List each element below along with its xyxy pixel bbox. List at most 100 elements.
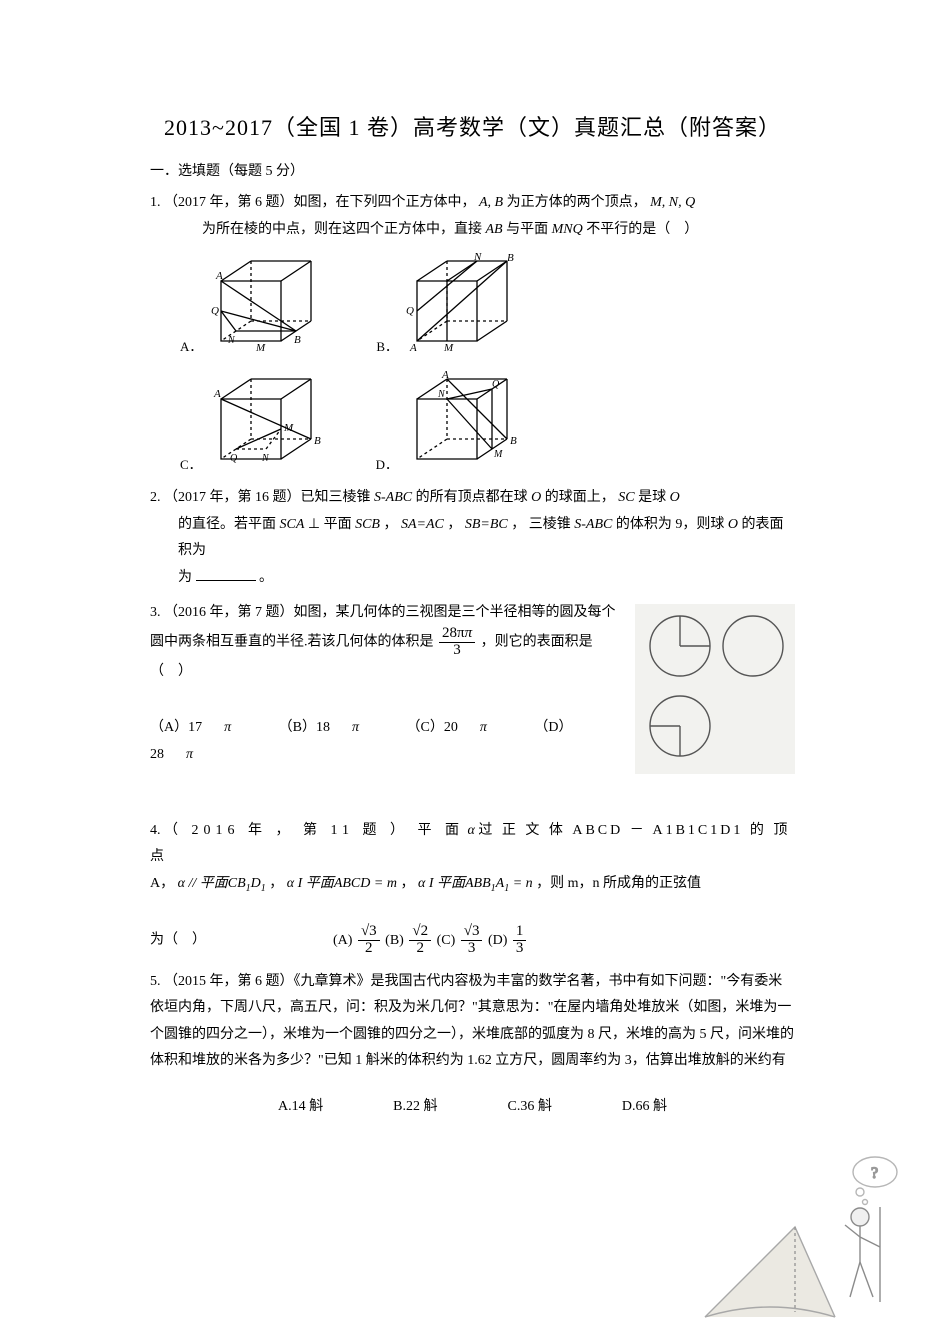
- text: 的所有顶点都在球: [416, 490, 528, 505]
- svg-text:B: B: [294, 334, 301, 346]
- section-heading: 一．选填题（每题 5 分）: [150, 160, 795, 180]
- problem-number: 3.: [150, 605, 161, 620]
- options-row-5: A.14 斛 B.22 斛 C.36 斛 D.66 斛: [150, 1095, 795, 1115]
- cube-a-figure: A B Q N M: [206, 251, 336, 361]
- comma: ，: [400, 876, 414, 891]
- option-label: C．: [180, 454, 202, 479]
- problem-1: 1. （2017 年，第 6 题）如图，在下列四个正方体中， A, B 为正方体…: [150, 190, 795, 243]
- text: ，: [511, 517, 525, 532]
- text: 为: [178, 570, 192, 585]
- text: 的球面上，: [545, 490, 615, 505]
- page-title: 2013~2017（全国 1 卷）高考数学（文）真题汇总（附答案）: [150, 110, 795, 142]
- option-b: (B) √22: [385, 933, 436, 948]
- option-d: D.66 斛: [622, 1095, 667, 1115]
- text: ，: [447, 517, 461, 532]
- perp: ⊥: [308, 517, 320, 532]
- comma: ，: [269, 876, 283, 891]
- text: 是球: [638, 490, 666, 505]
- var-ab: A, B: [479, 195, 503, 210]
- option-a: (A) √32: [333, 933, 385, 948]
- comma: ，: [160, 876, 174, 891]
- var: SCB: [355, 517, 380, 532]
- problem-number: 5.: [150, 974, 161, 989]
- svg-text:M: M: [283, 422, 294, 434]
- var: SC: [618, 490, 634, 505]
- svg-text:A: A: [215, 270, 223, 282]
- svg-text:B: B: [510, 435, 517, 447]
- volume-fraction: 28ππ 3: [439, 626, 475, 659]
- svg-text:A: A: [409, 342, 417, 354]
- alpha: α: [467, 823, 474, 838]
- option-a: （A）17π: [150, 720, 253, 735]
- option-label: B．: [376, 336, 398, 361]
- var: SA=AC: [401, 517, 444, 532]
- svg-text:M: M: [493, 449, 503, 460]
- option-label: D．: [376, 454, 398, 479]
- text: 平面: [324, 517, 352, 532]
- svg-text:N: N: [261, 453, 270, 464]
- eq2: α Ι 平面ABCD = m: [287, 876, 397, 891]
- text: （2017 年，第 16 题）已知三棱锥: [164, 490, 371, 505]
- cube-option-c: C． A B M Q N: [180, 369, 336, 479]
- text: （ 2016 年 ， 第 11 题 ） 平 面: [164, 823, 464, 838]
- text: 与平面: [506, 222, 548, 237]
- option-c: （C）20π: [407, 720, 509, 735]
- text: 。: [259, 570, 273, 585]
- text: （2017 年，第 6 题）如图，在下列四个正方体中，: [164, 195, 476, 210]
- text: 为（ ）: [150, 933, 206, 948]
- var-mnq: M, N, Q: [650, 195, 695, 210]
- svg-text:B: B: [507, 252, 514, 264]
- var-mnq2: MNQ: [552, 222, 583, 237]
- var: SB=BC: [465, 517, 508, 532]
- var: O: [531, 490, 541, 505]
- cube-options-row-2: C． A B M Q N D．: [180, 369, 795, 479]
- problem-2: 2. （2017 年，第 16 题）已知三棱锥 S-ABC 的所有顶点都在球 O…: [150, 485, 795, 591]
- cube-option-d: D． A B N Q M: [376, 369, 532, 479]
- text: 三棱锥: [529, 517, 571, 532]
- cube-option-a: A． A B Q N M: [180, 251, 336, 361]
- var-ab2: AB: [486, 222, 503, 237]
- option-label: A．: [180, 336, 202, 361]
- svg-text:Q: Q: [492, 379, 500, 390]
- cube-d-figure: A B N Q M: [402, 369, 532, 479]
- svg-text:N: N: [437, 389, 446, 400]
- decorative-figure: ?: [685, 1147, 905, 1327]
- svg-text:N: N: [473, 251, 482, 263]
- option-c: (C) √33: [437, 933, 488, 948]
- var: O: [728, 517, 738, 532]
- problem-number: 1.: [150, 195, 161, 210]
- problem-number: 2.: [150, 490, 161, 505]
- option-d: (D) 13: [488, 933, 528, 948]
- text: 的直径。若平面: [178, 517, 276, 532]
- text: ，: [383, 517, 397, 532]
- svg-text:A: A: [213, 388, 221, 400]
- cube-option-b: B． B A N Q M: [376, 251, 532, 361]
- problem-5: 5. （2015 年，第 6 题）《九章算术》是我国古代内容极为丰富的数学名著，…: [150, 969, 795, 1075]
- var: O: [670, 490, 680, 505]
- svg-text:N: N: [227, 335, 236, 346]
- cube-b-figure: B A N Q M: [402, 251, 532, 361]
- text: 为正方体的两个顶点，: [507, 195, 647, 210]
- var: S-ABC: [374, 490, 412, 505]
- option-b: （B）18π: [279, 720, 381, 735]
- frac-den: 3: [439, 643, 475, 659]
- problem-3: 3. （2016 年，第 7 题）如图，某几何体的三视图是三个半径相等的圆及每个…: [150, 600, 795, 798]
- text: 为所在棱的中点，则在这四个正方体中，直接: [202, 222, 482, 237]
- svg-text:B: B: [314, 435, 321, 447]
- option-c: C.36 斛: [508, 1095, 552, 1115]
- text: A: [150, 876, 160, 891]
- three-view-figure: [635, 604, 795, 774]
- svg-text:M: M: [255, 342, 266, 354]
- text: ，则 m，n 所成角的正弦值: [536, 876, 701, 891]
- svg-text:M: M: [443, 342, 454, 354]
- svg-text:Q: Q: [230, 453, 238, 464]
- svg-text:Q: Q: [211, 305, 219, 317]
- text: 的体积为 9，则球: [616, 517, 725, 532]
- problem-4: 4. （ 2016 年 ， 第 11 题 ） 平 面 α 过 正 文 体 ABC…: [150, 818, 795, 957]
- svg-text:A: A: [441, 369, 449, 381]
- eq1: α // 平面CB1D1: [178, 876, 266, 891]
- option-b: B.22 斛: [393, 1095, 437, 1115]
- cube-options-row-1: A． A B Q N M B．: [180, 251, 795, 361]
- cube-c-figure: A B M Q N: [206, 369, 336, 479]
- text: （2015 年，第 6 题）《九章算术》是我国古代内容极为丰富的数学名著，书中有…: [150, 974, 794, 1069]
